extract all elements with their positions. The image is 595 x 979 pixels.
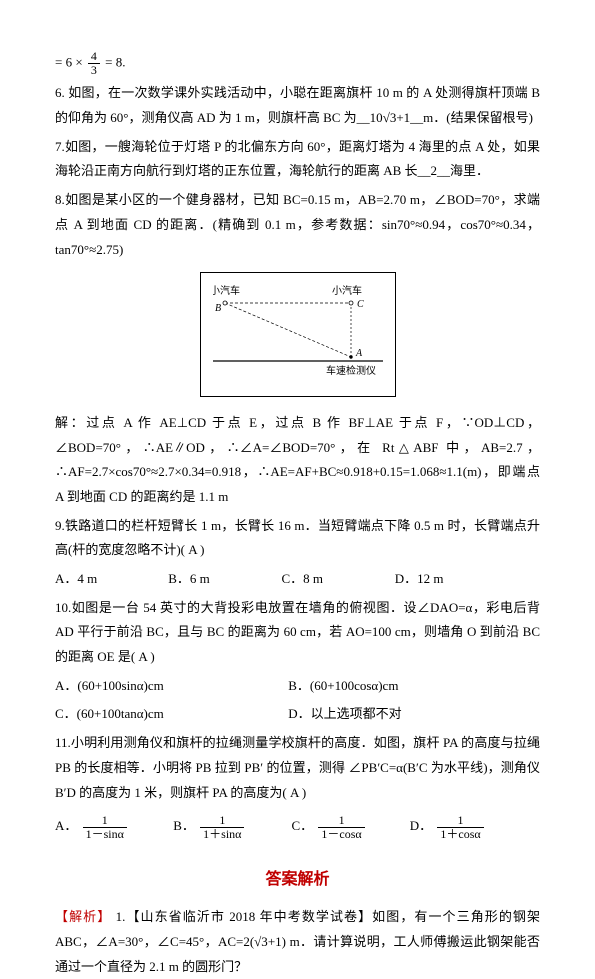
label-car-right: 小汽车 (332, 284, 362, 297)
jiexi-block: 【解析】 1.【山东省临沂市 2018 年中考数学试卷】如图，有一个三角形的钢架… (55, 905, 540, 979)
question-10-options-1: A．(60+100sinα)cm B．(60+100cosα)cm (55, 674, 540, 699)
question-9-options: A．4 m B．6 m C．8 m D．12 m (55, 567, 540, 592)
question-8-text: 8.如图是某小区的一个健身器材，已知 BC=0.15 m，AB=2.70 m，∠… (55, 188, 540, 262)
question-10: 10.如图是一台 54 英寸的大背投彩电放置在墙角的俯视图．设∠DAO=α，彩电… (55, 596, 540, 670)
label-c: C (357, 299, 364, 310)
label-a: A (355, 348, 363, 359)
label-detector: 车速检测仪 (326, 364, 376, 377)
fraction-1: 4 3 (88, 50, 100, 77)
answer-title: 答案解析 (55, 865, 540, 895)
diagram-container: 小汽车 小汽车 B C A 车速检测仪 (55, 272, 540, 397)
question-11: 11.小明利用测角仪和旗杆的拉绳测量学校旗杆的高度．如图，旗杆 PA 的高度与拉… (55, 731, 540, 805)
label-b: B (215, 303, 221, 314)
equation-line: = 6 × 4 3 = 8. (55, 50, 540, 77)
question-6: 6. 如图，在一次数学课外实践活动中，小聪在距离旗杆 10 m 的 A 处测得旗… (55, 81, 540, 130)
question-7: 7.如图，一艘海轮位于灯塔 P 的北偏东方向 60°，距离灯塔为 4 海里的点 … (55, 135, 540, 184)
question-10-options-2: C．(60+100tanα)cm D．以上选项都不对 (55, 702, 540, 727)
label-car-left: 小汽车 (213, 284, 240, 297)
jiexi-label: 【解析】 (55, 909, 111, 924)
question-11-options: A． 11－sinα B． 11＋sinα C． 11－cosα D． 11＋c… (55, 809, 540, 843)
car-diagram-svg: 小汽车 小汽车 B C A 车速检测仪 (213, 281, 383, 381)
question-9: 9.铁路道口的栏杆短臂长 1 m，长臂长 16 m．当短臂端点下降 0.5 m … (55, 514, 540, 563)
diagram-box: 小汽车 小汽车 B C A 车速检测仪 (200, 272, 396, 397)
question-8-solution: 解：过点 A 作 AE⊥CD 于点 E，过点 B 作 BF⊥AE 于点 F，∵O… (55, 411, 540, 510)
